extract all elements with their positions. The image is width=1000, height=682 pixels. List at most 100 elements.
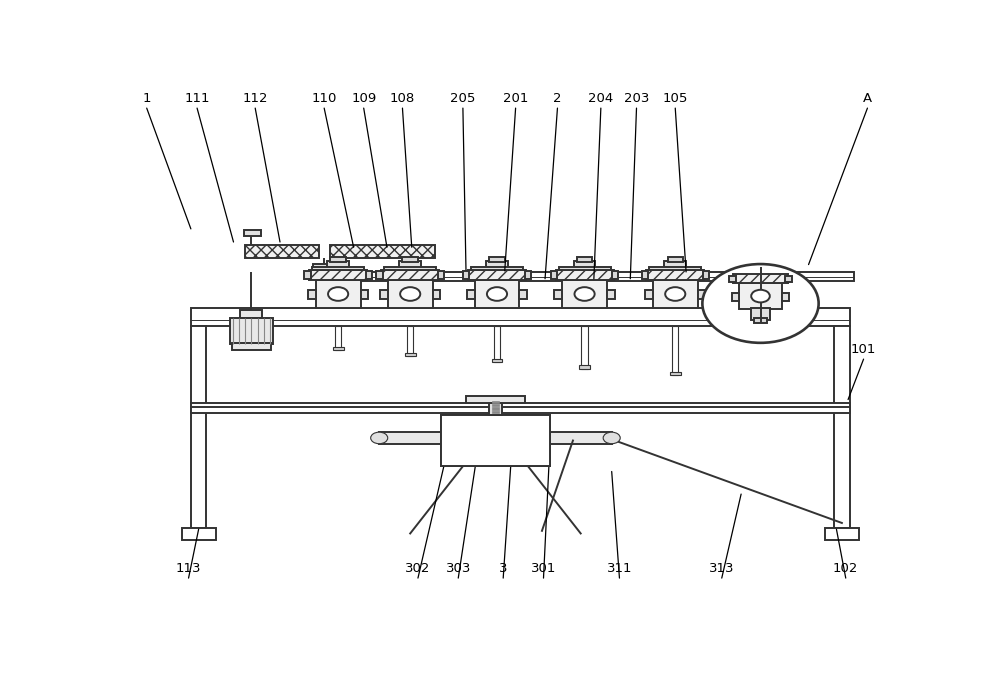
Bar bbox=[519, 290, 527, 299]
Bar bbox=[441, 415, 550, 466]
Text: 3: 3 bbox=[499, 563, 507, 576]
Text: 311: 311 bbox=[607, 563, 632, 576]
Bar bbox=[468, 270, 526, 280]
Bar bbox=[751, 308, 770, 321]
Text: 110: 110 bbox=[311, 93, 337, 106]
Bar bbox=[489, 400, 502, 415]
Bar bbox=[525, 271, 531, 279]
Bar bbox=[492, 282, 502, 308]
Bar bbox=[574, 261, 595, 272]
Circle shape bbox=[371, 432, 388, 444]
Bar bbox=[664, 261, 686, 272]
Text: 112: 112 bbox=[242, 93, 268, 106]
Bar bbox=[645, 290, 653, 299]
Bar bbox=[668, 257, 683, 263]
Text: 113: 113 bbox=[176, 563, 201, 576]
Bar bbox=[492, 407, 499, 409]
Bar bbox=[399, 261, 421, 272]
Bar bbox=[406, 282, 415, 308]
Bar bbox=[492, 404, 499, 406]
Bar bbox=[733, 274, 788, 284]
Bar bbox=[244, 231, 261, 236]
Bar bbox=[316, 280, 361, 308]
Bar bbox=[489, 257, 505, 263]
Bar bbox=[361, 290, 368, 299]
Text: 303: 303 bbox=[446, 563, 471, 576]
Text: 205: 205 bbox=[450, 93, 476, 106]
Bar bbox=[330, 257, 346, 263]
Bar bbox=[240, 310, 262, 318]
Bar bbox=[463, 271, 469, 279]
Bar bbox=[554, 290, 562, 299]
Bar bbox=[653, 280, 698, 308]
Bar bbox=[313, 263, 336, 272]
Bar bbox=[312, 267, 364, 270]
Text: 201: 201 bbox=[503, 93, 528, 106]
Text: 109: 109 bbox=[351, 93, 376, 106]
Circle shape bbox=[400, 287, 420, 301]
Circle shape bbox=[702, 264, 819, 343]
Bar bbox=[333, 346, 344, 350]
Circle shape bbox=[603, 432, 620, 444]
Bar bbox=[230, 318, 273, 344]
Bar bbox=[441, 415, 550, 466]
Bar bbox=[326, 272, 854, 282]
Text: 301: 301 bbox=[531, 563, 556, 576]
Bar bbox=[732, 293, 739, 301]
Bar bbox=[492, 359, 502, 362]
Bar bbox=[607, 290, 615, 299]
Bar bbox=[191, 406, 850, 407]
Bar bbox=[562, 280, 607, 308]
Bar bbox=[388, 280, 433, 308]
Bar bbox=[335, 326, 341, 350]
Bar bbox=[556, 270, 614, 280]
Bar bbox=[649, 267, 701, 270]
Bar bbox=[612, 271, 618, 279]
Bar bbox=[551, 271, 557, 279]
Bar bbox=[581, 326, 588, 368]
Circle shape bbox=[487, 287, 507, 301]
Bar bbox=[670, 372, 681, 375]
Bar bbox=[580, 282, 589, 308]
Circle shape bbox=[574, 287, 595, 301]
Text: 108: 108 bbox=[390, 93, 415, 106]
Bar bbox=[330, 245, 435, 258]
Bar bbox=[438, 271, 444, 279]
Bar bbox=[671, 282, 680, 308]
Bar bbox=[492, 401, 499, 403]
Circle shape bbox=[328, 287, 348, 301]
Text: 2: 2 bbox=[553, 93, 562, 106]
Bar bbox=[577, 257, 592, 263]
Circle shape bbox=[751, 290, 770, 302]
Bar bbox=[729, 276, 736, 282]
Bar bbox=[579, 366, 590, 368]
Bar bbox=[381, 270, 439, 280]
Bar bbox=[245, 245, 319, 258]
Bar bbox=[698, 290, 705, 299]
Bar bbox=[642, 271, 648, 279]
Bar bbox=[782, 293, 789, 301]
Bar bbox=[380, 290, 388, 299]
Bar bbox=[672, 326, 678, 375]
Bar bbox=[379, 432, 612, 444]
Text: 313: 313 bbox=[709, 563, 734, 576]
Bar bbox=[441, 415, 550, 466]
Bar bbox=[191, 403, 850, 413]
Text: 204: 204 bbox=[588, 93, 613, 106]
Circle shape bbox=[665, 287, 685, 301]
Bar bbox=[703, 271, 709, 279]
Bar bbox=[308, 290, 316, 299]
Bar bbox=[407, 326, 413, 356]
Bar bbox=[191, 326, 206, 528]
Bar bbox=[494, 326, 500, 362]
Bar bbox=[232, 342, 271, 350]
Bar bbox=[402, 257, 418, 263]
Bar bbox=[191, 308, 850, 326]
Bar bbox=[559, 267, 611, 270]
Bar bbox=[366, 271, 372, 279]
Text: 111: 111 bbox=[184, 93, 210, 106]
Text: 203: 203 bbox=[624, 93, 649, 106]
Bar bbox=[754, 318, 767, 323]
Bar bbox=[467, 290, 475, 299]
Bar bbox=[825, 528, 859, 539]
